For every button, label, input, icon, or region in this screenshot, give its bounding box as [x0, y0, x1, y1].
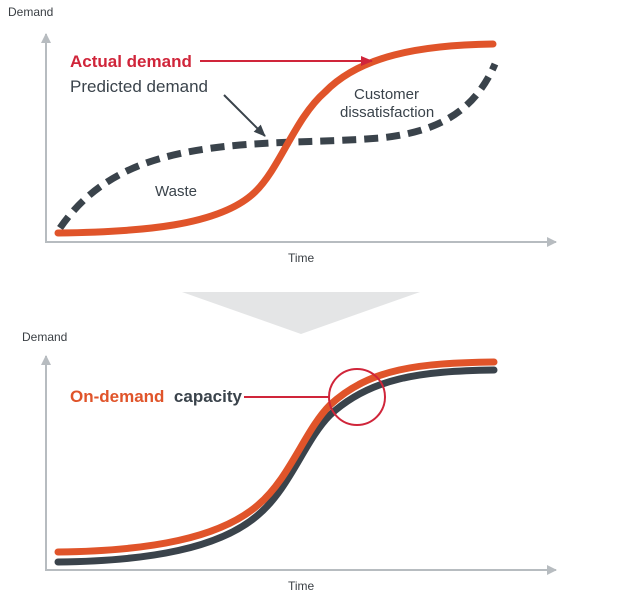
on-demand-capacity-label: On-demand capacity — [70, 387, 242, 406]
capacity-text: capacity — [174, 387, 243, 406]
customer-dissatisfaction-label-line2: dissatisfaction — [340, 104, 434, 121]
predicted-demand-curve — [57, 62, 499, 230]
top-y-axis-label: Demand — [8, 5, 53, 19]
actual-demand-curve — [54, 40, 497, 237]
transition-arrow — [182, 292, 420, 334]
bottom-y-axis-label: Demand — [22, 330, 67, 344]
demand-curve — [54, 358, 498, 556]
top-x-axis-label: Time — [288, 251, 315, 265]
bottom-panel: Demand Time On-demand capacity — [22, 330, 557, 593]
on-demand-text: On-demand — [70, 387, 164, 406]
waste-label: Waste — [155, 183, 197, 200]
predicted-demand-pointer — [223, 94, 266, 137]
customer-dissatisfaction-label-line1: Customer — [354, 86, 419, 103]
predicted-demand-label: Predicted demand — [70, 77, 208, 96]
bottom-x-axis-label: Time — [288, 579, 315, 593]
capacity-curve — [54, 366, 498, 566]
top-panel: Demand Time Actual demand Predicted dema… — [8, 5, 557, 265]
actual-demand-label: Actual demand — [70, 52, 192, 71]
